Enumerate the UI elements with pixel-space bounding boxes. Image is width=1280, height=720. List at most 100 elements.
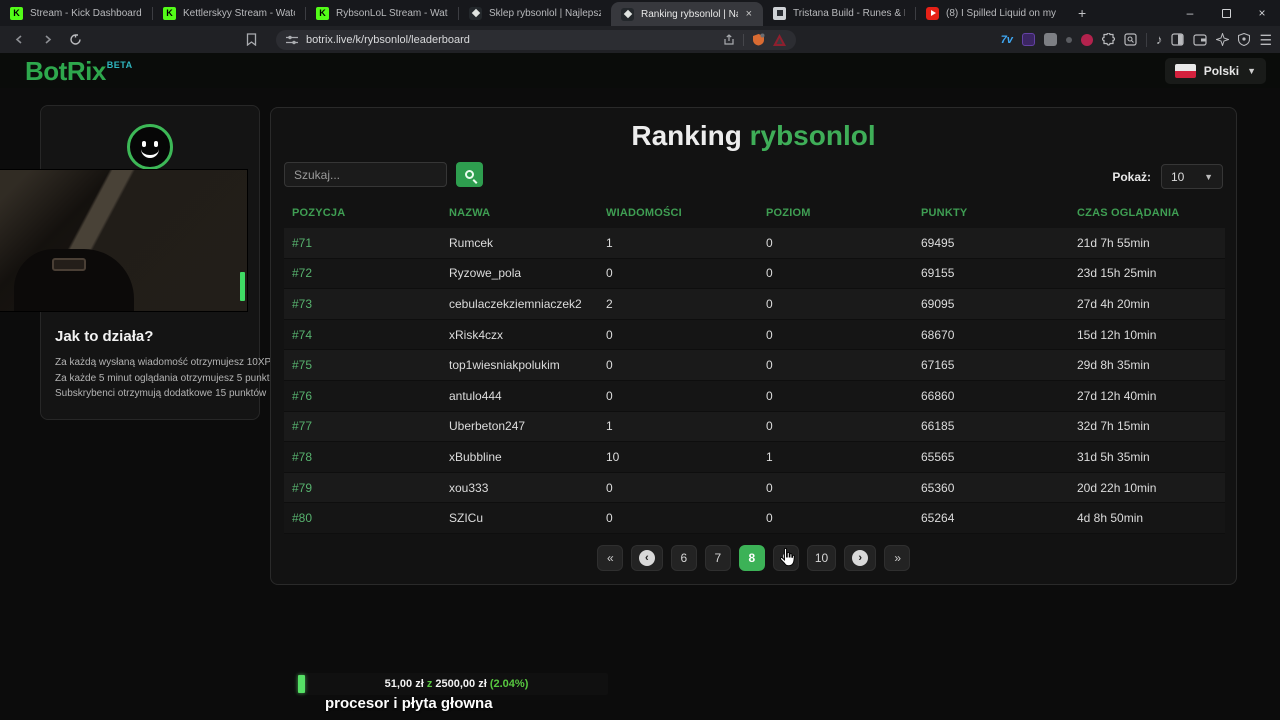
table-row: #76 antulo444 0 0 66860 27d 12h 40min: [284, 380, 1225, 412]
column-header[interactable]: CZAS OGLĄDANIA: [1077, 207, 1180, 219]
cell-watch-time: 32d 7h 15min: [1077, 419, 1150, 434]
prev-page-button[interactable]: ‹: [630, 545, 663, 571]
close-button[interactable]: ×: [1258, 6, 1266, 20]
forward-icon[interactable]: [36, 29, 58, 51]
warning-triangle-icon[interactable]: [773, 33, 786, 46]
cell-messages: 0: [606, 327, 613, 342]
cell-messages: 1: [606, 419, 613, 434]
column-header[interactable]: PUNKTY: [921, 207, 968, 219]
menu-icon[interactable]: ☰: [1259, 31, 1272, 48]
how-it-works-line: Za każdą wysłaną wiadomość otrzymujesz 1…: [55, 357, 272, 368]
column-header[interactable]: POZIOM: [766, 207, 811, 219]
tab-rybsonlol-stream[interactable]: K RybsonLoL Stream - Watch Live on K: [306, 0, 458, 26]
seventv-icon[interactable]: 7v: [1000, 33, 1013, 46]
column-header[interactable]: POZYCJA: [292, 207, 346, 219]
search-button[interactable]: [456, 162, 483, 187]
kick-icon: K: [316, 6, 329, 20]
donation-progress-fill: [298, 675, 305, 693]
donation-goal-text: 51,00 zł z 2500,00 zł (2.04%): [384, 678, 529, 690]
table-controls: Pokaż: 10 ▼: [284, 162, 1223, 189]
tab-title: Sklep rybsonlol | Najlepsze oprogra: [489, 7, 601, 19]
maximize-button[interactable]: [1208, 0, 1244, 26]
how-it-works-line: Za każde 5 minut oglądania otrzymujesz 5…: [55, 372, 283, 384]
page-button-8-active[interactable]: 8: [738, 545, 765, 571]
restore-icon: [1221, 8, 1231, 18]
dot-extension-icon[interactable]: [1065, 36, 1072, 43]
botrix-logo[interactable]: BotRixBETA: [25, 56, 133, 86]
mobafire-icon: [773, 6, 786, 20]
table-row: #72 Ryzowe_pola 0 0 69155 23d 15h 25min: [284, 258, 1225, 290]
address-bar[interactable]: botrix.live/k/rybsonlol/leaderboard: [276, 29, 796, 50]
chevron-down-icon: ▼: [1247, 66, 1256, 76]
music-player-icon[interactable]: ♪: [1155, 32, 1163, 47]
table-row: #75 top1wiesniakpolukim 0 0 67165 29d 8h…: [284, 350, 1225, 381]
show-label: Pokaż:: [1112, 169, 1151, 184]
next-icon: ›: [852, 550, 869, 566]
last-page-button[interactable]: »: [884, 545, 911, 571]
tab-title: Tristana Build - Runes & Items Patch: [793, 7, 905, 19]
how-it-works-title: Jak to działa?: [55, 328, 154, 345]
cell-watch-time: 27d 4h 20min: [1077, 296, 1150, 311]
pagination: « ‹ 6 7 8 9 10 › »: [271, 545, 1236, 571]
table-row: #79 xou333 0 0 65360 20d 22h 10min: [284, 472, 1225, 504]
cell-position: #79: [292, 480, 313, 495]
column-header[interactable]: WIADOMOŚCI: [606, 207, 682, 219]
tab-youtube-video[interactable]: (8) I Spilled Liquid on my PC...now w: [916, 0, 1068, 26]
share-icon[interactable]: [723, 33, 735, 46]
page-button-7[interactable]: 7: [704, 545, 731, 571]
language-selector[interactable]: Polski ▼: [1164, 58, 1266, 84]
tab-title: Kettlerskyy Stream - Watch Live on K: [183, 7, 295, 19]
cell-points: 69495: [921, 235, 955, 250]
cell-name: antulo444: [449, 388, 502, 403]
extensions-puzzle-icon[interactable]: [1101, 33, 1115, 46]
cell-watch-time: 31d 5h 35min: [1077, 449, 1150, 464]
cell-watch-time: 15d 12h 10min: [1077, 327, 1157, 342]
pink-extension-icon[interactable]: [1080, 33, 1093, 46]
cell-watch-time: 20d 22h 10min: [1077, 480, 1157, 495]
wallet-icon[interactable]: [1193, 33, 1208, 46]
cell-points: 68670: [921, 327, 955, 342]
stream-webcam-overlay: [0, 170, 247, 311]
cell-points: 65360: [921, 480, 955, 495]
column-header[interactable]: NAZWA: [449, 207, 491, 219]
first-page-button[interactable]: «: [596, 545, 623, 571]
poland-flag-icon: [1174, 64, 1196, 78]
search-tabs-icon[interactable]: [1124, 33, 1137, 46]
cell-level: 0: [766, 419, 773, 434]
donation-goal-label: procesor i płyta głowna: [325, 695, 493, 712]
page-button-6[interactable]: 6: [670, 545, 697, 571]
cell-name: Rumcek: [449, 235, 494, 250]
cell-name: cebulaczekziemniaczek2: [449, 296, 582, 311]
search-icon: [465, 170, 474, 179]
tab-close-icon[interactable]: ×: [745, 8, 752, 20]
leaderboard-card: Ranking rybsonlol Pokaż: 10 ▼ POZYCJA NA…: [270, 107, 1237, 585]
botrix-icon: [621, 7, 634, 21]
gray-extension-icon[interactable]: [1043, 33, 1057, 46]
bookmark-panel-icon[interactable]: [240, 29, 262, 51]
sidebar-panel-icon[interactable]: [1171, 33, 1185, 46]
minimize-button[interactable]: –: [1186, 6, 1194, 20]
tab-kettlerskyy-stream[interactable]: K Kettlerskyy Stream - Watch Live on K: [153, 0, 305, 26]
page-size-select[interactable]: 10 ▼: [1161, 164, 1223, 189]
shield-extension-icon[interactable]: [752, 33, 765, 46]
reload-icon[interactable]: [64, 29, 86, 51]
search-input[interactable]: [284, 162, 447, 187]
new-tab-button[interactable]: +: [1078, 5, 1087, 21]
site-header: BotRixBETA Polski ▼: [0, 53, 1280, 88]
sparkle-icon[interactable]: [1216, 33, 1230, 46]
cell-level: 0: [766, 266, 773, 281]
table-row: #74 xRisk4czx 0 0 68670 15d 12h 10min: [284, 319, 1225, 351]
tab-sklep-rybsonlol[interactable]: Sklep rybsonlol | Najlepsze oprogra: [459, 0, 611, 26]
next-page-button[interactable]: ›: [844, 545, 877, 571]
language-label: Polski: [1203, 64, 1240, 78]
page-button-10[interactable]: 10: [806, 545, 837, 571]
cell-name: SZICu: [449, 511, 484, 526]
cell-level: 0: [766, 480, 773, 495]
purple-extension-icon[interactable]: [1021, 33, 1035, 46]
table-row: #71 Rumcek 1 0 69495 21d 7h 55min: [284, 228, 1225, 259]
back-icon[interactable]: [8, 29, 30, 51]
tab-ranking-rybsonlol-active[interactable]: Ranking rybsonlol | Najlepsze op ×: [611, 2, 763, 26]
tab-kick-dashboard[interactable]: K Stream - Kick Dashboard: [0, 0, 152, 26]
tab-tristana-build[interactable]: Tristana Build - Runes & Items Patch: [763, 0, 915, 26]
privacy-shield-icon[interactable]: [1238, 33, 1251, 46]
